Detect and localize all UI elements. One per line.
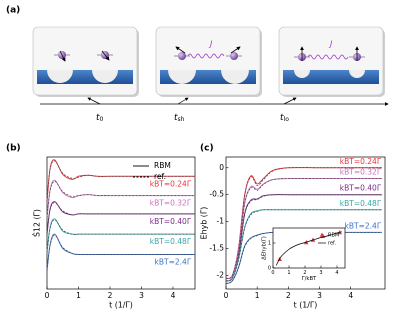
x-tick-label: 3 — [139, 291, 144, 300]
y-tick-label: 1 — [268, 241, 271, 247]
x-axis-label: t (1/Γ) — [109, 300, 133, 309]
x-tick-label: 1 — [255, 291, 260, 300]
x-tick-label: 0 — [224, 291, 229, 300]
y-tick-label: -1 — [217, 217, 225, 226]
coupling-label: J — [328, 40, 333, 49]
time-sub: sh — [178, 116, 185, 123]
x-tick-label: 3 — [319, 270, 322, 276]
y-tick-label: 0 — [268, 266, 271, 272]
panel-label: (a) — [6, 6, 20, 16]
reference-line — [46, 160, 195, 202]
series-label: kBT=2.4Γ — [345, 221, 382, 230]
y-axis-label: Ehyb (Γ) — [200, 207, 209, 240]
reference-line — [46, 219, 195, 253]
x-tick-label: 1 — [287, 270, 290, 276]
y-axis-label: Ṡ12 (Γ) — [32, 209, 42, 237]
scheme-box-2: J — [155, 26, 262, 97]
y-tick-label: 0 — [219, 163, 224, 172]
series-label: kBT=2.4Γ — [155, 257, 192, 266]
y-tick-label: -2 — [217, 271, 225, 280]
x-tick-label: 4 — [335, 270, 338, 276]
x-tick-label: 1 — [76, 291, 81, 300]
reference-line — [46, 234, 195, 271]
series-label: kBT=0.48Γ — [150, 237, 192, 246]
reference-line — [225, 167, 382, 279]
x-tick-label: 2 — [303, 270, 306, 276]
time-label: t0 — [96, 113, 104, 123]
legend-label: RBM — [154, 161, 171, 170]
y-tick-label: -1.5 — [209, 244, 224, 253]
scheme-box-3: J — [278, 26, 385, 97]
series-label: kBT=0.24Γ — [340, 157, 382, 166]
coupling-label: J — [208, 40, 213, 49]
time-sub: 0 — [100, 116, 104, 123]
series-label: kBT=0.32Γ — [150, 199, 192, 208]
y-axis-label: ΔEhyb(Γ) — [262, 236, 268, 260]
x-tick-label: 3 — [317, 291, 322, 300]
legend-label: ref. — [154, 172, 166, 181]
legend-swatch — [319, 232, 325, 237]
panel-label: (b) — [6, 144, 21, 154]
timeline: t0 tsh tlo — [40, 97, 389, 123]
x-tick-label: 4 — [348, 291, 353, 300]
x-tick-label: 0 — [271, 270, 274, 276]
y-tick-label: -0.5 — [209, 190, 224, 199]
time-main: t — [280, 113, 284, 123]
legend-label: ref. — [328, 241, 336, 247]
series-label: kBT=0.32Γ — [340, 168, 382, 177]
time-sub: lo — [284, 116, 290, 123]
x-tick-label: 0 — [45, 291, 50, 300]
scheme-box-1 — [32, 26, 139, 97]
series-label: kBT=0.24Γ — [150, 179, 192, 188]
series-label: kBT=0.40Γ — [340, 184, 382, 193]
x-axis-label: t (1/Γ) — [294, 300, 318, 309]
plot-frame — [272, 227, 346, 269]
series-label: kBT=0.48Γ — [340, 199, 382, 208]
x-tick-label: 2 — [286, 291, 291, 300]
reference-line — [46, 181, 195, 218]
reference-line — [225, 178, 382, 279]
time-main: t — [174, 113, 178, 123]
x-tick-label: 2 — [108, 291, 113, 300]
x-axis-label: Γ/kBT — [302, 276, 317, 282]
panel-label: (c) — [200, 144, 214, 154]
reference-line — [275, 231, 342, 266]
series-label: kBT=0.40Γ — [150, 217, 192, 226]
rbm-line — [225, 194, 382, 282]
time-label: tlo — [280, 113, 289, 123]
x-tick-label: 4 — [171, 291, 176, 300]
time-main: t — [96, 113, 100, 123]
time-label: tsh — [174, 113, 185, 123]
reference-line — [46, 202, 195, 235]
legend-label: RBM — [328, 233, 339, 239]
reference-line — [225, 209, 382, 282]
